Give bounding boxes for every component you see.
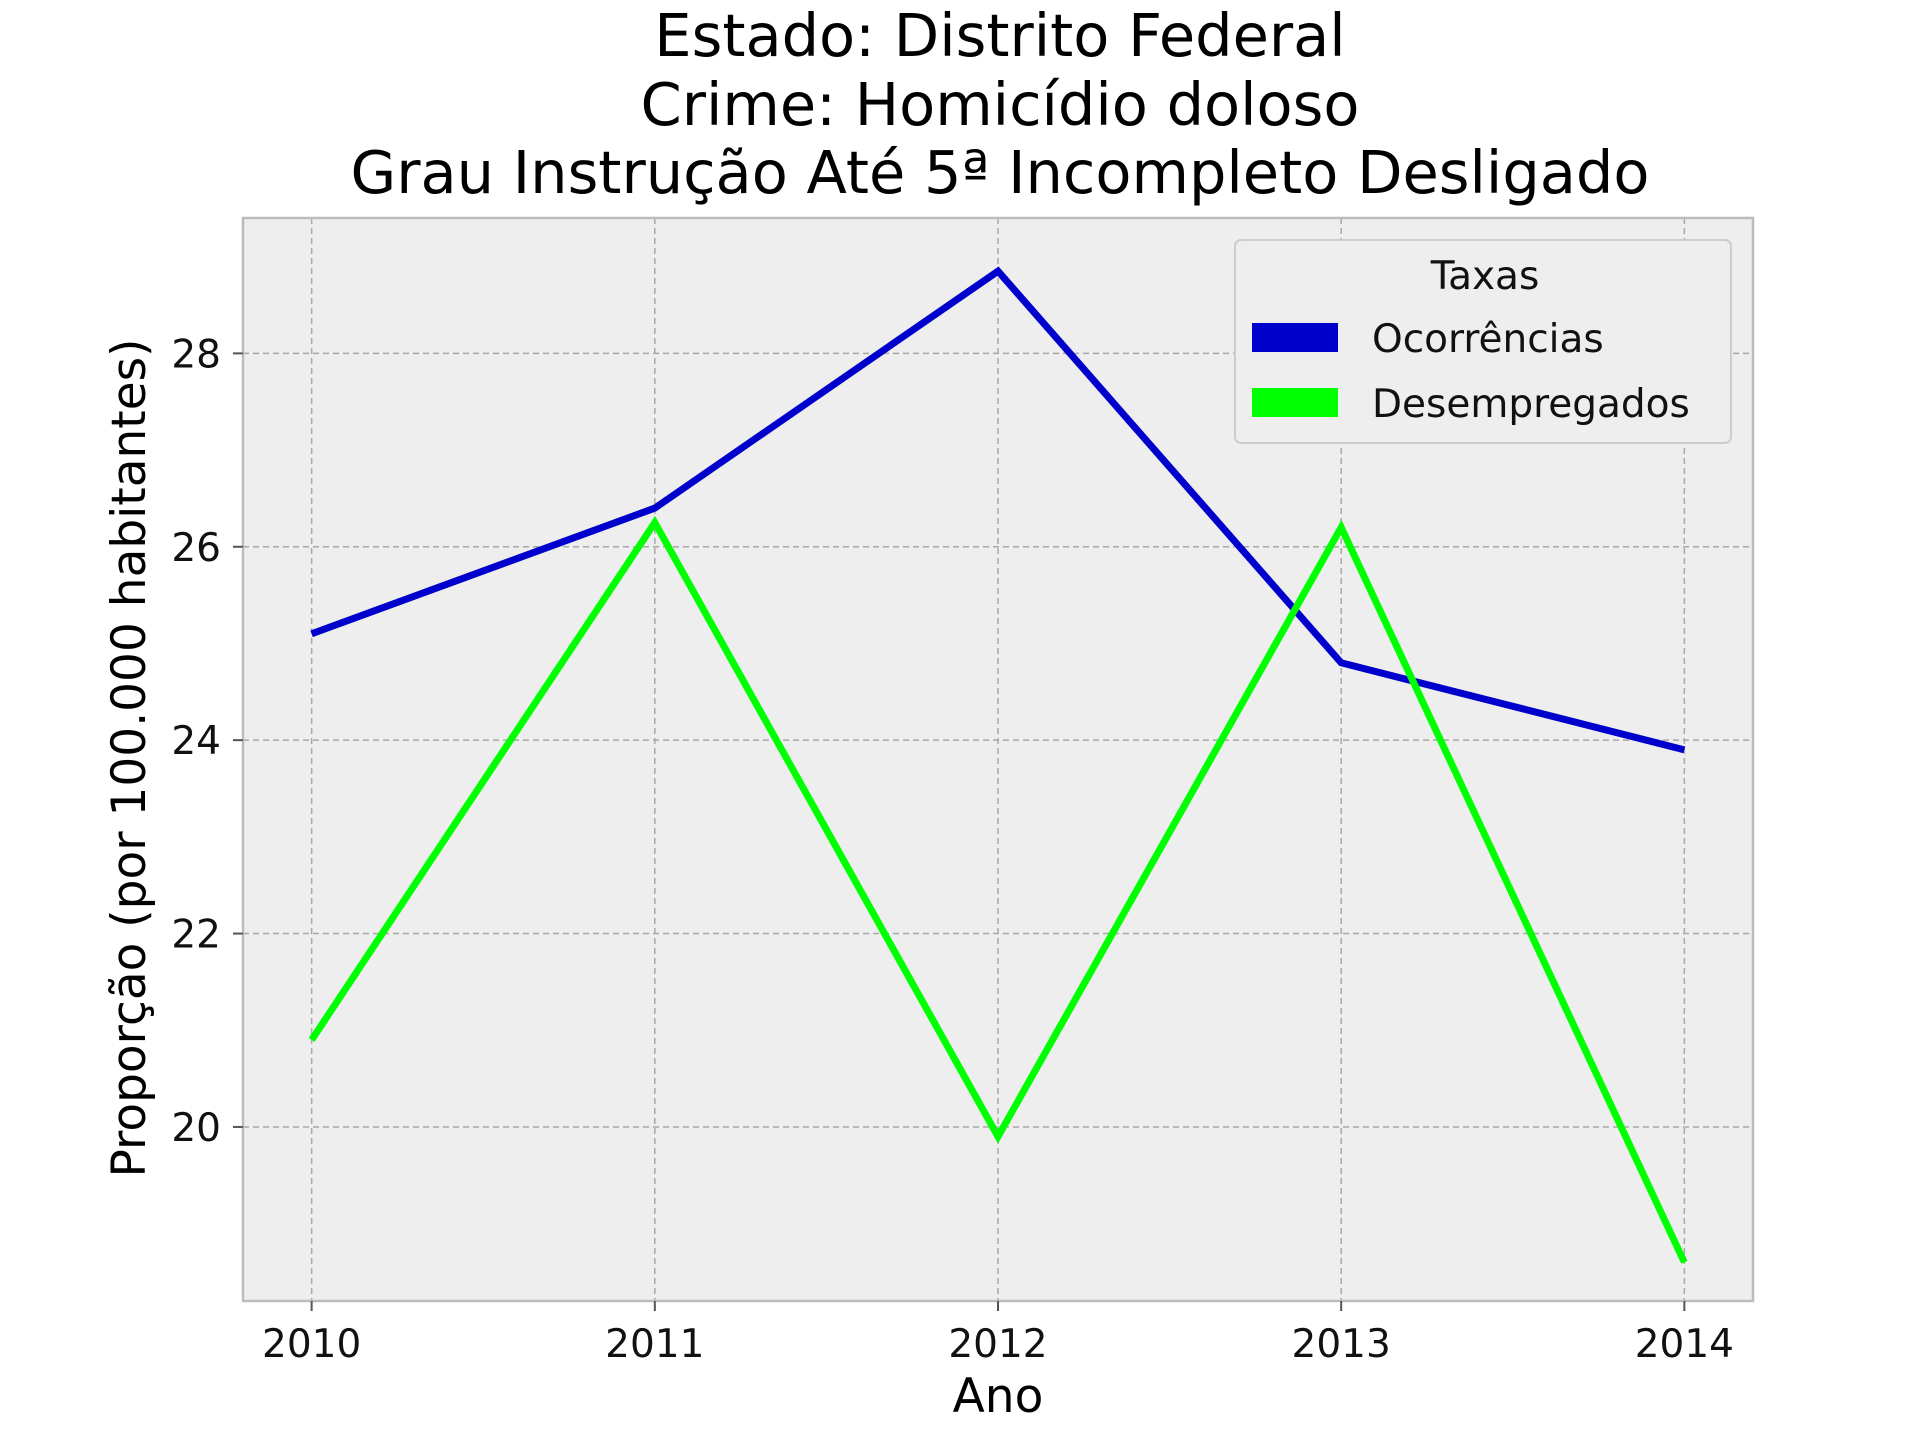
x-tick-label: 2013 [1292, 1322, 1391, 1367]
y-tick-label: 24 [171, 719, 221, 764]
x-tick-label: 2010 [262, 1322, 361, 1367]
title-line-2: Crime: Homicídio doloso [641, 70, 1360, 139]
legend-entries: Ocorrências Desempregados [1252, 317, 1690, 427]
legend-label: Ocorrências [1372, 317, 1604, 362]
chart-title: Estado: Distrito Federal Crime: Homicídi… [351, 1, 1650, 207]
y-tick-label: 26 [171, 526, 221, 571]
x-tick-label: 2012 [948, 1322, 1047, 1367]
title-line-3: Grau Instrução Até 5ª Incompleto Desliga… [351, 138, 1650, 207]
y-tick-label: 22 [171, 913, 221, 958]
x-axis-label: Ano [953, 1369, 1044, 1424]
title-line-1: Estado: Distrito Federal [654, 1, 1345, 70]
legend-title: Taxas [1430, 254, 1540, 299]
y-tick-label: 28 [171, 332, 221, 377]
legend: Taxas Ocorrências Desempregados [1234, 239, 1732, 444]
legend-swatch [1252, 388, 1338, 417]
series-lines [308, 266, 1688, 1264]
y-tick-label: 20 [171, 1106, 221, 1151]
legend-box [1234, 239, 1732, 444]
x-axis-ticks: 2010 2011 2012 2013 2014 [262, 1301, 1734, 1367]
y-axis-label: Proporção (por 100.000 habitantes) [102, 339, 157, 1178]
legend-swatch [1252, 323, 1338, 352]
legend-label: Desempregados [1372, 382, 1690, 427]
x-tick-label: 2011 [605, 1322, 704, 1367]
y-axis-ticks: 20 22 24 26 28 [171, 332, 243, 1151]
x-tick-label: 2014 [1635, 1322, 1734, 1367]
